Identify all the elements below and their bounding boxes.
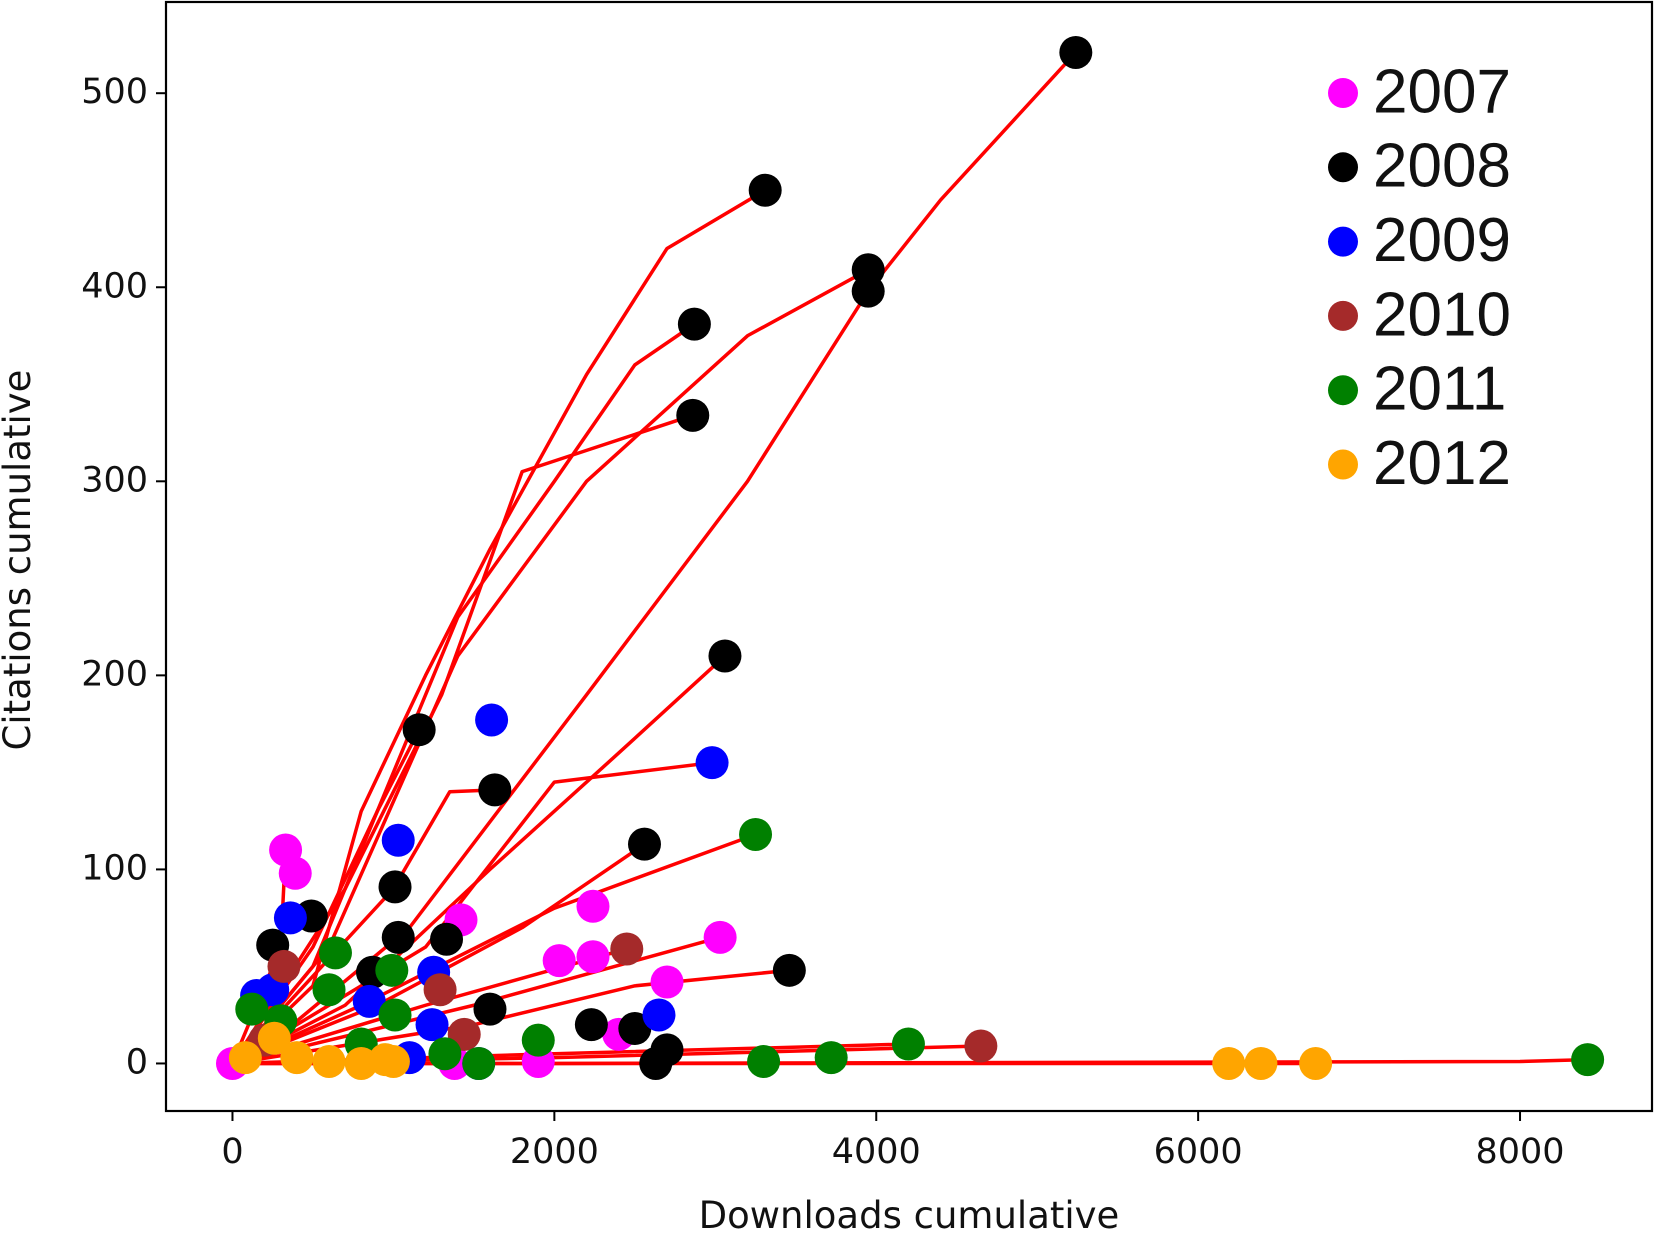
point: [695, 746, 729, 780]
legend-marker: [1328, 226, 1358, 257]
point: [352, 984, 386, 1018]
point: [273, 901, 307, 935]
plot-frame: [164, 0, 1654, 1113]
point: [368, 1043, 402, 1077]
point: [381, 920, 415, 954]
point: [627, 827, 661, 861]
point: [423, 973, 457, 1007]
legend-label: 2011: [1373, 355, 1506, 424]
point: [708, 639, 742, 673]
point: [278, 856, 312, 890]
point: [576, 940, 610, 974]
point: [430, 922, 464, 956]
y-tick-label: 500: [81, 72, 148, 112]
point: [378, 998, 412, 1032]
point: [375, 953, 409, 987]
trajectory-line: [231, 654, 727, 1066]
point: [618, 1012, 652, 1046]
x-tick-label: 2000: [510, 1132, 599, 1172]
x-tick-label: 4000: [832, 1132, 921, 1172]
legend-label: 2008: [1373, 132, 1511, 201]
point: [574, 1008, 608, 1042]
point: [851, 274, 885, 308]
point: [542, 944, 576, 978]
point: [521, 1023, 555, 1057]
point: [610, 932, 644, 966]
legend-label: 2007: [1373, 57, 1511, 126]
x-tick-label: 8000: [1475, 1132, 1564, 1172]
point: [676, 398, 710, 432]
point: [381, 823, 415, 857]
point: [814, 1041, 848, 1075]
point: [318, 936, 352, 970]
point: [772, 953, 806, 987]
legend-marker: [1328, 152, 1358, 183]
point: [235, 992, 269, 1026]
point: [1244, 1046, 1278, 1080]
point: [576, 889, 610, 923]
trajectory-line: [231, 788, 495, 1065]
point: [747, 1045, 781, 1079]
point: [1571, 1043, 1605, 1077]
point: [475, 703, 509, 737]
point: [257, 1021, 291, 1055]
point: [677, 307, 711, 341]
point: [378, 870, 412, 904]
point: [639, 1046, 673, 1080]
point: [1299, 1046, 1333, 1080]
point: [642, 998, 676, 1032]
y-tick-label: 300: [81, 460, 148, 500]
y-tick-label: 100: [81, 848, 148, 888]
point: [1059, 35, 1093, 69]
x-axis-label: Downloads cumulative: [699, 1194, 1120, 1233]
legend-marker: [1328, 375, 1358, 406]
trajectory-line: [231, 268, 870, 1065]
point: [1212, 1046, 1246, 1080]
x-tick-label: 6000: [1154, 1132, 1243, 1172]
trajectory-line: [230, 413, 694, 1065]
legend-label: 2010: [1373, 280, 1511, 349]
legend-marker: [1328, 78, 1358, 108]
trajectory-line: [231, 832, 757, 1066]
x-tick-label: 0: [221, 1132, 243, 1172]
point: [402, 713, 436, 747]
point: [739, 817, 773, 851]
point: [891, 1027, 925, 1061]
legend-marker: [1328, 300, 1358, 331]
trajectory-line: [231, 51, 1078, 1065]
point: [428, 1037, 462, 1071]
point: [462, 1046, 496, 1080]
point: [415, 1008, 449, 1042]
legend-marker: [1328, 449, 1358, 480]
y-tick-label: 200: [81, 654, 148, 694]
point: [312, 973, 346, 1007]
legend-label: 2012: [1373, 429, 1511, 498]
point: [228, 1041, 262, 1075]
point: [650, 965, 684, 999]
point: [312, 1045, 346, 1079]
point: [280, 1041, 314, 1075]
point: [748, 173, 782, 207]
point: [478, 773, 512, 807]
trajectory-line: [231, 842, 646, 1066]
y-tick-label: 400: [81, 266, 148, 306]
point: [964, 1029, 998, 1063]
point: [473, 992, 507, 1026]
y-axis-label: Citations cumulative: [0, 370, 39, 751]
y-tick-label: 0: [126, 1042, 148, 1082]
point: [703, 920, 737, 954]
legend-label: 2009: [1373, 206, 1511, 275]
point: [267, 949, 301, 983]
